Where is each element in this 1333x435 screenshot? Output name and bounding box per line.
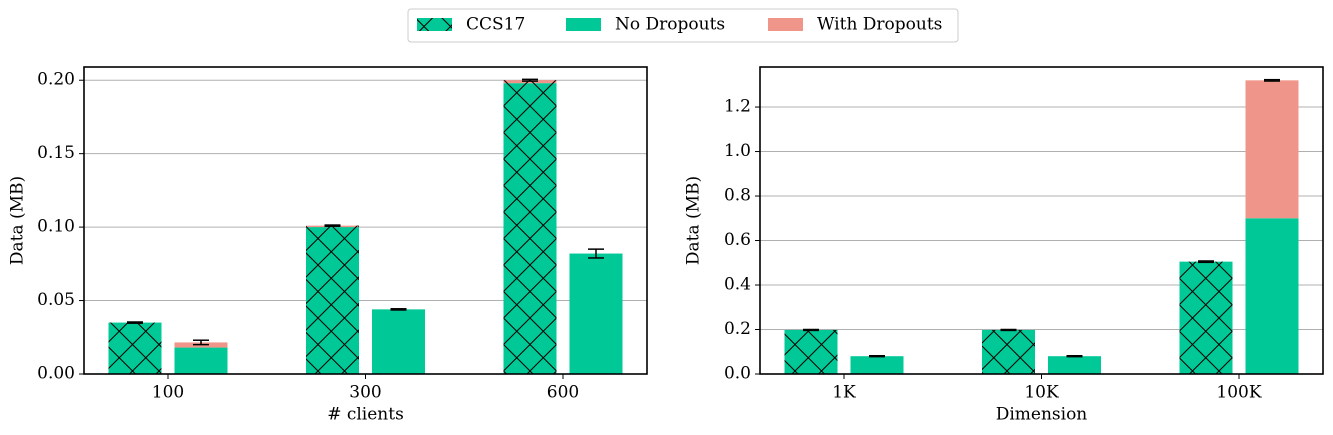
error-bar — [522, 78, 538, 82]
bar-hatch — [306, 225, 359, 374]
error-bar — [1264, 78, 1280, 82]
y-tick-label: 0.10 — [37, 217, 75, 237]
bar-hatch — [503, 80, 557, 374]
y-tick-label: 0.05 — [37, 290, 75, 310]
y-tick-label: 1.0 — [724, 141, 751, 161]
bar-hatch — [982, 329, 1035, 374]
legend-swatch — [768, 18, 803, 31]
y-tick-label: 0.0 — [724, 364, 751, 384]
y-tick-label: 0.8 — [724, 186, 751, 206]
bar — [372, 309, 425, 374]
error-bar — [1066, 355, 1083, 358]
legend-label: CCS17 — [466, 15, 525, 35]
legend-hatch — [417, 18, 452, 31]
error-bar — [1000, 328, 1017, 332]
y-tick-label: 0.00 — [37, 364, 75, 384]
error-bar — [588, 248, 604, 259]
x-tick-label: 600 — [547, 383, 579, 403]
axes-frame — [759, 66, 1324, 375]
bar — [569, 253, 623, 374]
y-tick-label: 0.6 — [724, 230, 751, 250]
error-bar — [390, 308, 407, 311]
x-axis-label: Dimension — [996, 405, 1088, 425]
error-bar — [127, 321, 143, 324]
bar-hatch — [108, 322, 162, 374]
y-axis-label: Data (MB) — [8, 176, 28, 265]
legend-swatch — [566, 18, 601, 31]
x-tick-label: 1K — [832, 383, 856, 403]
error-bar — [869, 355, 885, 358]
x-tick-label: 10K — [1024, 383, 1059, 403]
bar — [1048, 356, 1101, 374]
x-tick-label: 100 — [152, 383, 184, 403]
bar — [850, 356, 904, 374]
dropout-bar — [1245, 80, 1299, 219]
error-bar — [1198, 260, 1214, 264]
legend-box — [407, 8, 959, 43]
error-bar — [803, 328, 819, 332]
x-axis-label: # clients — [327, 405, 404, 425]
bar — [1245, 218, 1299, 374]
x-tick-label: 100K — [1216, 383, 1261, 403]
error-bar — [193, 339, 209, 346]
y-tick-label: 0.20 — [37, 70, 75, 90]
bar-hatch — [784, 329, 838, 374]
error-bar — [324, 224, 341, 227]
y-tick-label: 0.15 — [37, 143, 75, 163]
x-tick-label: 300 — [349, 383, 381, 403]
y-axis-label: Data (MB) — [684, 176, 704, 265]
y-tick-label: 1.2 — [724, 97, 751, 117]
y-tick-label: 0.2 — [724, 319, 751, 339]
axes-frame — [83, 66, 648, 375]
legend-label: With Dropouts — [817, 15, 942, 35]
bar-hatch — [1179, 261, 1233, 374]
bar — [174, 347, 228, 374]
y-tick-label: 0.4 — [724, 275, 751, 295]
legend-label: No Dropouts — [615, 15, 725, 35]
